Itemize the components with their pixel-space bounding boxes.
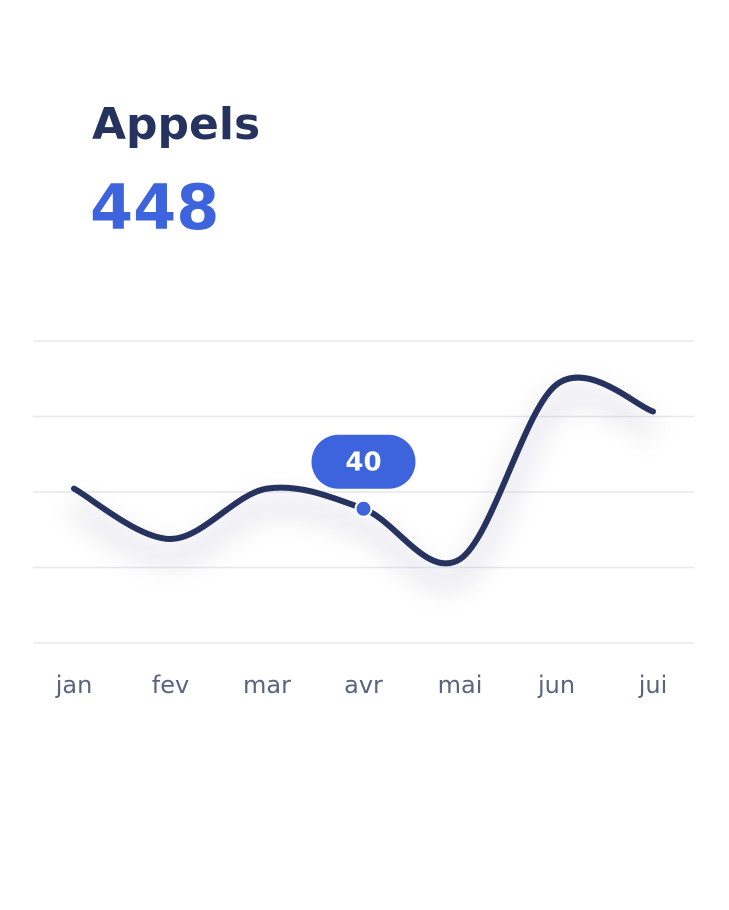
x-tick-label: jan [55, 671, 93, 699]
x-tick-label: jun [537, 671, 575, 699]
total-value: 448 [90, 171, 219, 244]
x-tick-label: mar [243, 671, 291, 699]
line-shadow [71, 390, 655, 587]
tooltip-bubble [311, 434, 416, 489]
x-tick-label: mai [438, 671, 483, 699]
tooltip-label: 40 [345, 447, 381, 477]
highlight-point [354, 499, 373, 518]
chart-title: Appels [92, 99, 260, 150]
x-tick-label: jui [638, 671, 668, 699]
line [71, 374, 656, 567]
x-tick-label: avr [344, 671, 383, 699]
x-tick-label: fev [152, 671, 189, 699]
